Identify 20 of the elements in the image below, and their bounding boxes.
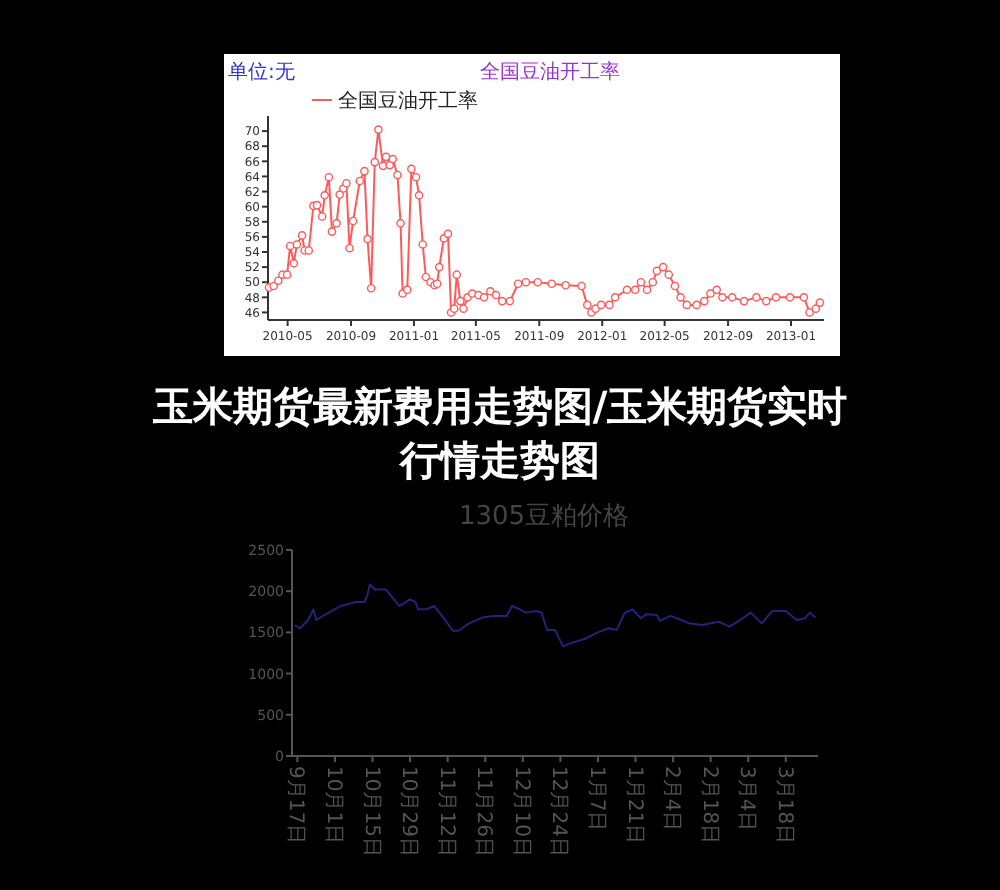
- x-tick-label: 3月18日: [772, 766, 795, 845]
- x-tick-label: 12月10日: [509, 766, 532, 857]
- x-tick-label: 11月12日: [434, 766, 457, 857]
- x-tick-label: 12月24日: [547, 766, 570, 857]
- y-axis-title: 单位:无: [228, 60, 295, 84]
- legend-label: 全国豆油开工率: [338, 89, 478, 113]
- line-series: [293, 583, 817, 648]
- x-tick-label: 2月18日: [697, 766, 720, 845]
- x-tick-label: 11月26日: [472, 766, 495, 857]
- x-tick-label: 10月29日: [397, 766, 420, 857]
- text: 玉米期货最新费用走势图/玉米期货实时行情走势图: [150, 382, 848, 484]
- chart-title: 1305豆粕价格: [458, 502, 630, 532]
- chart-title: 全国豆油开工率: [480, 60, 620, 84]
- x-tick-label: 10月15日: [359, 766, 382, 857]
- x-tick-label: 2月4日: [660, 766, 683, 832]
- x-tick-label: 9月17日: [284, 766, 307, 845]
- x-tick-label: 1月21日: [622, 766, 645, 845]
- x-tick-label: 10月1日: [321, 766, 344, 845]
- x-tick-label: 1月7日: [584, 766, 607, 832]
- x-tick-label: 3月4日: [735, 766, 758, 832]
